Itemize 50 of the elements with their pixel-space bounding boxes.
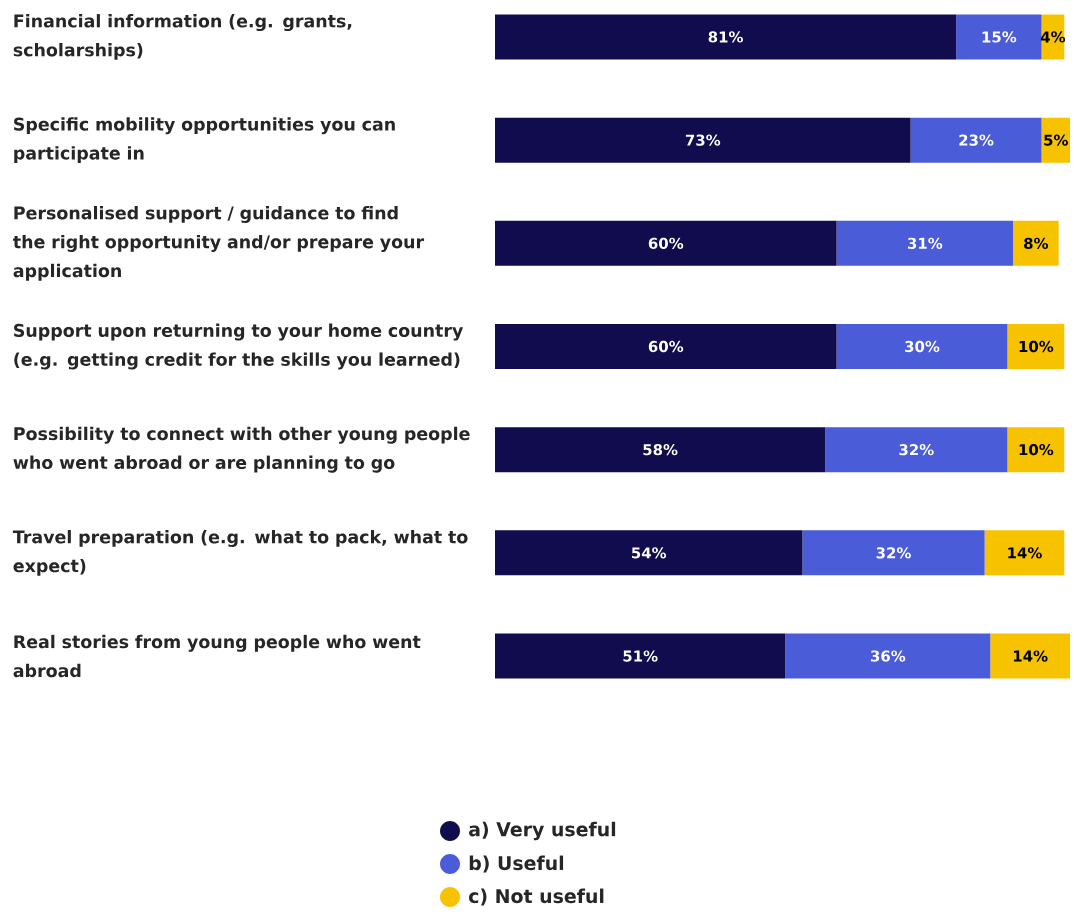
bar — [990, 633, 1071, 679]
data-label: 5% — [1044, 134, 1068, 146]
y-tick-label: Financial information (e.g. grants, scholarships) — [13, 14, 352, 60]
data-label: 10% — [1019, 444, 1054, 456]
data-label: 32% — [876, 547, 911, 559]
bar — [1013, 220, 1059, 266]
data-label: 58% — [643, 444, 678, 456]
bar — [495, 530, 803, 576]
bar — [984, 530, 1065, 576]
data-label: 73% — [685, 134, 721, 146]
bar — [836, 324, 1008, 369]
y-tick-label: Support upon returning to your home country (e.g. getting credit for the skills you learned) — [14, 323, 463, 370]
bar — [1007, 324, 1065, 369]
data-label: 36% — [870, 650, 906, 662]
bar — [836, 220, 1014, 266]
bar — [825, 427, 1008, 473]
data-label: 54% — [631, 547, 667, 559]
bar — [785, 633, 991, 679]
data-label: 32% — [899, 444, 934, 456]
data-label: 31% — [907, 237, 943, 249]
data-label: 60% — [648, 340, 684, 353]
legend-label: c) Not useful — [469, 888, 604, 906]
legend-label: b) Useful — [469, 855, 564, 873]
bar — [910, 117, 1042, 163]
bar — [495, 324, 837, 369]
legend-label: a) Very useful — [469, 821, 616, 841]
data-label: 14% — [1013, 650, 1048, 662]
bar — [495, 117, 911, 163]
bar — [495, 427, 826, 473]
data-label: 14% — [1008, 547, 1042, 559]
bar — [1041, 117, 1071, 163]
bar — [802, 530, 985, 576]
y-tick-label: Travel preparation (e.g. what to pack, what to expect) — [12, 529, 468, 576]
y-tick-label: Specific mobility opportunities you can participate in — [14, 117, 395, 164]
data-label: 23% — [959, 134, 994, 146]
data-label: 8% — [1024, 237, 1049, 249]
bar — [495, 633, 786, 679]
y-tick-label: Real stories from young people who went abroad — [13, 634, 421, 678]
data-label: 30% — [905, 340, 940, 353]
data-label: 15% — [982, 31, 1017, 43]
bar — [1007, 427, 1065, 473]
bar — [495, 14, 957, 60]
data-label: 51% — [623, 650, 658, 662]
data-label: 60% — [648, 237, 684, 249]
bar — [956, 14, 1042, 60]
data-label: 10% — [1019, 340, 1054, 353]
data-label: 81% — [708, 31, 743, 43]
y-tick-label: Possibility to connect with other young people who went abroad or are planning to go — [13, 426, 470, 473]
bar — [495, 220, 837, 266]
y-tick-label: Personalised support / guidance to find the right opportunity and/or prepare your application — [13, 205, 425, 281]
